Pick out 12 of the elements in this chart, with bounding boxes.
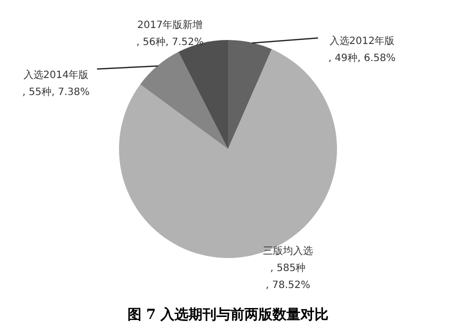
data-label: , 56种, 7.52% [136, 36, 204, 48]
data-label: , 585种 , 78.52% [266, 262, 310, 291]
slice-label: 入选2014年版 [23, 69, 89, 81]
pie-slice [119, 49, 337, 258]
slice-label: 入选2012年版 [329, 35, 395, 47]
text: 图 7 入选期刊与前两版数量对比 [127, 307, 329, 323]
data-label: , 49种, 6.58% [328, 52, 396, 64]
pie-slice [140, 52, 228, 149]
slice-label: 三版均入选 [263, 245, 313, 257]
pie-slice [228, 40, 272, 149]
slice-label: 2017年版新增 [137, 19, 203, 31]
data-label: , 55种, 7.38% [22, 86, 90, 98]
